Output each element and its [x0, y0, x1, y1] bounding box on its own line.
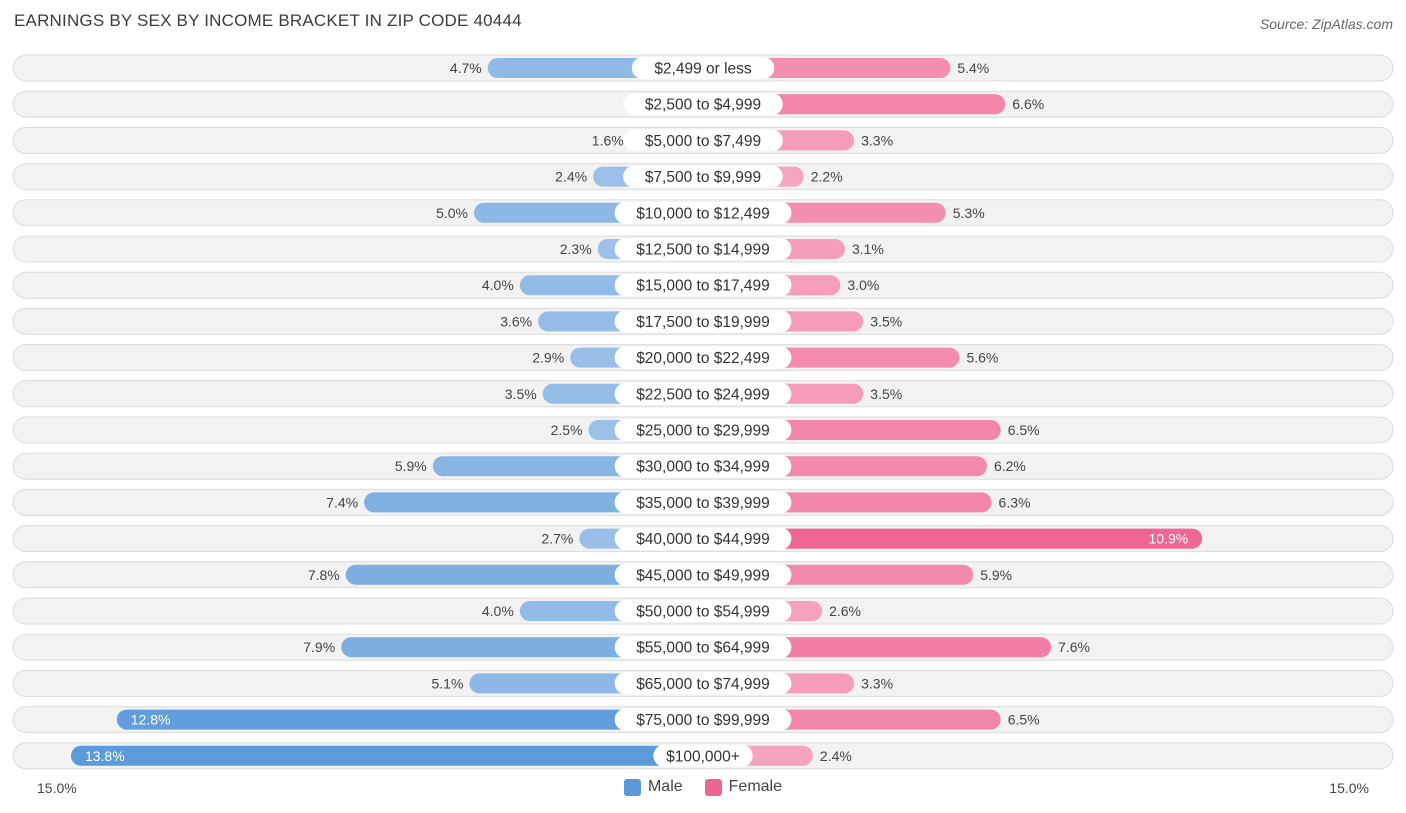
female-value-label: 3.1%: [852, 241, 884, 257]
category-label: $50,000 to $54,999: [636, 604, 770, 621]
female-value-label: 5.4%: [957, 60, 989, 76]
male-value-label: 2.7%: [541, 531, 573, 547]
male-bar: [341, 637, 703, 658]
female-value-label: 7.6%: [1058, 639, 1090, 655]
category-label: $22,500 to $24,999: [636, 386, 770, 403]
female-value-label: 6.5%: [1008, 712, 1040, 728]
category-label: $75,000 to $99,999: [636, 712, 770, 729]
category-label: $12,500 to $14,999: [636, 242, 770, 259]
female-value-label: 3.0%: [847, 277, 879, 293]
legend-female-label: Female: [728, 778, 783, 795]
category-label: $10,000 to $12,499: [636, 205, 770, 222]
source-credit: Source: ZipAtlas.com: [1259, 16, 1393, 32]
female-value-label: 5.9%: [980, 567, 1012, 583]
category-pill: [614, 491, 792, 514]
category-pill: [623, 165, 783, 188]
category-pill: [614, 419, 792, 441]
male-value-label: 2.3%: [560, 241, 592, 257]
male-value-label: 5.0%: [436, 205, 468, 221]
category-label: $45,000 to $49,999: [636, 567, 770, 584]
category-pill: [623, 93, 783, 116]
male-bar: [345, 564, 703, 585]
category-pill: [614, 672, 792, 695]
legend-item-male[interactable]: Male: [623, 778, 683, 796]
male-value-label: 2.9%: [532, 350, 564, 366]
female-value-label: 6.2%: [994, 458, 1026, 474]
male-value-label: 4.0%: [482, 277, 514, 293]
category-pill: [614, 310, 792, 333]
male-value-label: 13.8%: [85, 748, 125, 764]
male-value-label: 4.0%: [482, 603, 514, 619]
chart-title: EARNINGS BY SEX BY INCOME BRACKET IN ZIP…: [14, 11, 522, 30]
male-value-label: 4.7%: [450, 60, 482, 76]
category-label: $35,000 to $39,999: [636, 495, 770, 512]
male-value-label: 7.8%: [308, 567, 340, 583]
male-value-label: 2.5%: [551, 422, 583, 438]
category-label: $25,000 to $29,999: [636, 423, 770, 440]
legend-item-female[interactable]: Female: [704, 778, 783, 796]
category-label: $20,000 to $22,499: [636, 350, 770, 367]
female-value-label: 3.3%: [861, 675, 893, 691]
female-value-label: 5.6%: [966, 350, 998, 366]
female-swatch-icon: [704, 778, 722, 796]
category-pill: [614, 527, 792, 550]
category-pill: [631, 57, 775, 79]
category-label: $15,000 to $17,499: [636, 278, 770, 295]
female-value-label: 3.5%: [870, 313, 902, 329]
category-label: $55,000 to $64,999: [636, 640, 770, 657]
category-label: $5,000 to $7,499: [645, 133, 761, 150]
female-value-label: 2.2%: [811, 169, 843, 185]
category-pill: [614, 708, 792, 731]
female-value-label: 10.9%: [1149, 531, 1189, 547]
category-pill: [614, 600, 792, 622]
male-bar: [116, 709, 703, 730]
female-value-label: 3.3%: [861, 132, 893, 148]
female-value-label: 6.6%: [1012, 96, 1044, 112]
male-value-label: 12.8%: [131, 712, 171, 728]
category-pill: [653, 744, 753, 767]
male-value-label: 5.9%: [395, 458, 427, 474]
category-label: $17,500 to $19,999: [636, 314, 770, 331]
legend: Male Female: [0, 778, 1406, 796]
axis-right-label: 15.0%: [1329, 780, 1369, 796]
category-pill: [614, 382, 792, 405]
male-value-label: 5.1%: [431, 675, 463, 691]
male-value-label: 3.5%: [505, 386, 537, 402]
female-value-label: 3.5%: [870, 386, 902, 402]
category-label: $7,500 to $9,999: [645, 169, 761, 186]
female-bar: [703, 528, 1203, 549]
category-label: $2,500 to $4,999: [645, 97, 761, 114]
category-label: $30,000 to $34,999: [636, 459, 770, 476]
category-label: $40,000 to $44,999: [636, 531, 770, 548]
category-label: $2,499 or less: [654, 61, 752, 78]
category-pill: [623, 129, 783, 152]
male-value-label: 1.6%: [592, 132, 624, 148]
male-bar: [70, 745, 703, 766]
category-pill: [614, 238, 792, 260]
category-pill: [614, 563, 792, 586]
male-value-label: 3.6%: [500, 313, 532, 329]
male-swatch-icon: [623, 778, 641, 796]
female-value-label: 2.4%: [820, 748, 852, 764]
category-pill: [614, 346, 792, 369]
axis-left-label: 15.0%: [37, 780, 77, 796]
male-value-label: 7.4%: [326, 494, 358, 510]
category-pill: [614, 455, 792, 478]
category-pill: [614, 636, 792, 659]
male-value-label: 2.4%: [555, 169, 587, 185]
female-value-label: 6.5%: [1008, 422, 1040, 438]
legend-male-label: Male: [647, 778, 683, 795]
category-pill: [614, 201, 792, 224]
category-label: $65,000 to $74,999: [636, 676, 770, 693]
male-value-label: 7.9%: [303, 639, 335, 655]
category-label: $100,000+: [666, 748, 740, 765]
female-value-label: 5.3%: [953, 205, 985, 221]
female-value-label: 6.3%: [999, 494, 1031, 510]
female-value-label: 2.6%: [829, 603, 861, 619]
category-pill: [614, 274, 792, 297]
